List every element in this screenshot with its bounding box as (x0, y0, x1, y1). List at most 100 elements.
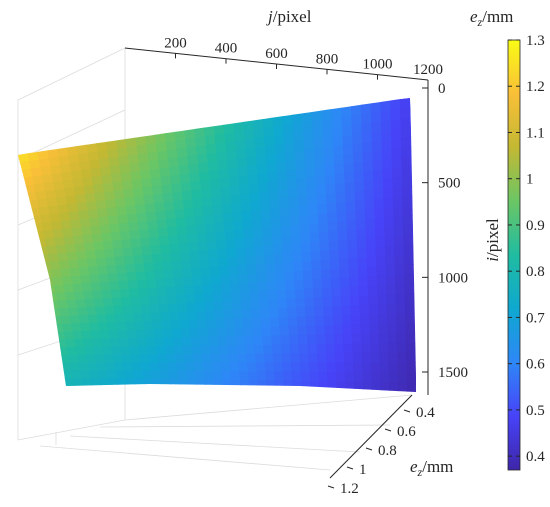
surface-cell (140, 304, 152, 314)
surface-cell (107, 273, 120, 283)
surface-cell (115, 370, 127, 380)
surface-cell (211, 196, 223, 207)
surface-cell (324, 155, 335, 168)
z-tick-label: 1 (359, 462, 367, 478)
surface-cell (377, 314, 388, 325)
surface-cell (139, 296, 151, 306)
surface-cell (199, 336, 211, 347)
surface-cell (229, 185, 241, 196)
surface-cell (239, 193, 251, 204)
surface-cell (385, 255, 396, 267)
j-tick-label: 800 (316, 51, 339, 67)
surface-cell (311, 110, 323, 122)
surface-cell (280, 335, 291, 346)
surface-cell (186, 302, 197, 313)
surface-cell (136, 212, 148, 223)
surface-cell (306, 186, 318, 198)
surface-cell (261, 326, 272, 337)
surface-cell (173, 200, 185, 211)
surface-cell (279, 326, 290, 337)
surface-cell (394, 255, 405, 267)
surface-cell (198, 328, 210, 338)
surface-cell (299, 362, 311, 373)
surface-cell (33, 230, 46, 241)
surface-cell (323, 306, 334, 317)
surface-cell (158, 362, 169, 372)
surface-cell (60, 268, 72, 278)
surface-cell (315, 175, 327, 187)
surface-cell (151, 378, 163, 388)
surface-cell (114, 313, 126, 323)
surface-cell (134, 321, 146, 331)
surface-cell (175, 294, 187, 305)
surface-cell (91, 338, 103, 348)
surface-cell (148, 354, 159, 364)
surface-cell (118, 222, 131, 233)
surface-cell (266, 281, 278, 292)
surface-cell (264, 144, 276, 156)
surface-cell (198, 171, 211, 182)
surface-cell (348, 267, 359, 279)
surface-cell (51, 316, 63, 325)
surface-cell (312, 278, 323, 290)
surface-cell (122, 247, 134, 257)
surface-cell (322, 127, 334, 140)
surface-cell (382, 158, 393, 171)
surface-cell (267, 171, 278, 183)
surface-cell (147, 219, 159, 230)
surface-cell (86, 201, 98, 211)
surface-cell (346, 220, 357, 231)
surface-cell (35, 190, 48, 201)
surface-cell (247, 174, 259, 185)
surface-cell (313, 297, 324, 308)
surface-cell (234, 327, 245, 337)
surface-cell (231, 300, 243, 311)
surface-cell (337, 239, 349, 251)
colorbar-tick-label: 0.4 (526, 449, 545, 465)
surface-cell (49, 261, 61, 271)
surface-cell (136, 279, 149, 290)
surface-cell (214, 222, 226, 233)
surface-cell (139, 354, 151, 364)
surface-cell (268, 308, 280, 319)
surface-cell (375, 236, 386, 248)
surface-cell (356, 238, 367, 250)
surface-cell (351, 114, 363, 126)
surface-cell (394, 264, 405, 276)
surface-cell (372, 150, 383, 162)
surface-cell (389, 381, 399, 392)
surface-cell (314, 306, 325, 317)
surface-cell (216, 151, 228, 162)
surface-cell (202, 362, 214, 372)
surface-cell (91, 175, 104, 186)
surface-cell (376, 285, 388, 296)
surface-cell (58, 307, 71, 317)
surface-cell (199, 179, 212, 191)
surface-cell (287, 316, 299, 327)
surface-cell (255, 362, 267, 372)
surface-cell (352, 133, 363, 145)
surface-cell (228, 353, 239, 364)
surface-cell (130, 170, 142, 182)
surface-cell (401, 146, 412, 159)
surface-cell (300, 233, 311, 244)
surface-cell (195, 302, 207, 312)
surface-cell (317, 362, 328, 373)
surface-cell (383, 216, 395, 228)
surface-cell (111, 297, 124, 307)
surface-cell (177, 234, 189, 245)
surface-cell (82, 176, 94, 187)
surface-cell (103, 248, 116, 259)
surface-cell (282, 114, 294, 126)
surface-cell (390, 128, 402, 140)
colorbar: 1.3 1.2 1.1 1 0.9 0.8 0.7 0.6 0.5 0.4 ez/mm (470, 7, 545, 471)
surface-cell (277, 298, 288, 309)
surface-cell (213, 213, 225, 224)
surface-cell (368, 314, 379, 325)
surface-cell (265, 272, 277, 283)
surface-cell (338, 249, 349, 260)
surface-cell (282, 123, 294, 136)
surface-cell (287, 188, 299, 199)
surface-cell (244, 138, 256, 150)
surface-cell (330, 277, 342, 289)
